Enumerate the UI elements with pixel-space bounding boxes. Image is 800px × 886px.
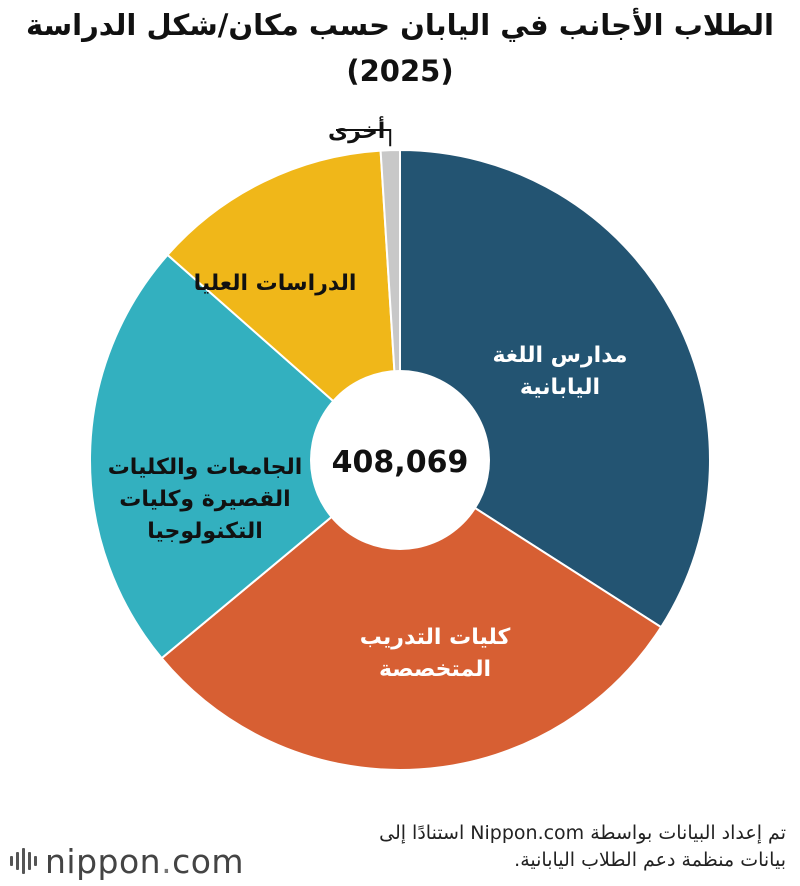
slice-label-graduate-schools: الدراسات العليا — [194, 271, 357, 296]
chart-title-line1: الطلاب الأجانب في اليابان حسب مكان/شكل ا… — [26, 8, 774, 42]
slice-universities-colleges — [89, 253, 402, 660]
logo-wordmark: nippon.com — [45, 841, 245, 881]
slice-specialized-training-colleges — [160, 458, 663, 771]
slice-label-other: أخرى — [328, 115, 385, 144]
source-line-1: تم إعداد البيانات بواسطة Nippon.com استن… — [379, 822, 786, 844]
slice-graduate-schools — [166, 149, 402, 463]
center-total-label: 408,069 — [332, 445, 469, 480]
slice-label-japanese-language-schools: اليابانية — [520, 375, 600, 400]
source-line-2: بيانات منظمة دعم الطلاب اليابانية. — [514, 849, 786, 871]
chart-title-year: (2025) — [346, 54, 454, 88]
slice-label-specialized-training-colleges: كليات التدريب — [360, 625, 511, 650]
donut-hole — [310, 370, 490, 550]
slice-japanese-language-schools — [399, 148, 711, 629]
slice-label-specialized-training-colleges: المتخصصة — [379, 657, 491, 682]
slice-label-japanese-language-schools: مدارس اللغة — [492, 343, 627, 368]
source-note: تم إعداد البيانات بواسطة Nippon.com استن… — [226, 820, 786, 874]
slice-labels: مدارس اللغة اليابانية كليات التدريب المتخصص… — [108, 115, 628, 682]
chart-title: الطلاب الأجانب في اليابان حسب مكان/شكل ا… — [0, 2, 800, 94]
nippon-logo: nippon.com — [10, 838, 244, 884]
slice-label-universities-colleges: التكنولوجيا — [147, 519, 263, 544]
donut-slices — [89, 148, 711, 771]
logo-mark-icon — [10, 848, 37, 874]
slice-label-universities-colleges: القصيرة وكليات — [119, 487, 290, 512]
slice-label-universities-colleges: الجامعات والكليات — [108, 455, 303, 480]
leader-line-other — [336, 129, 392, 147]
donut-chart: مدارس اللغة اليابانية كليات التدريب المتخصص… — [89, 115, 711, 771]
